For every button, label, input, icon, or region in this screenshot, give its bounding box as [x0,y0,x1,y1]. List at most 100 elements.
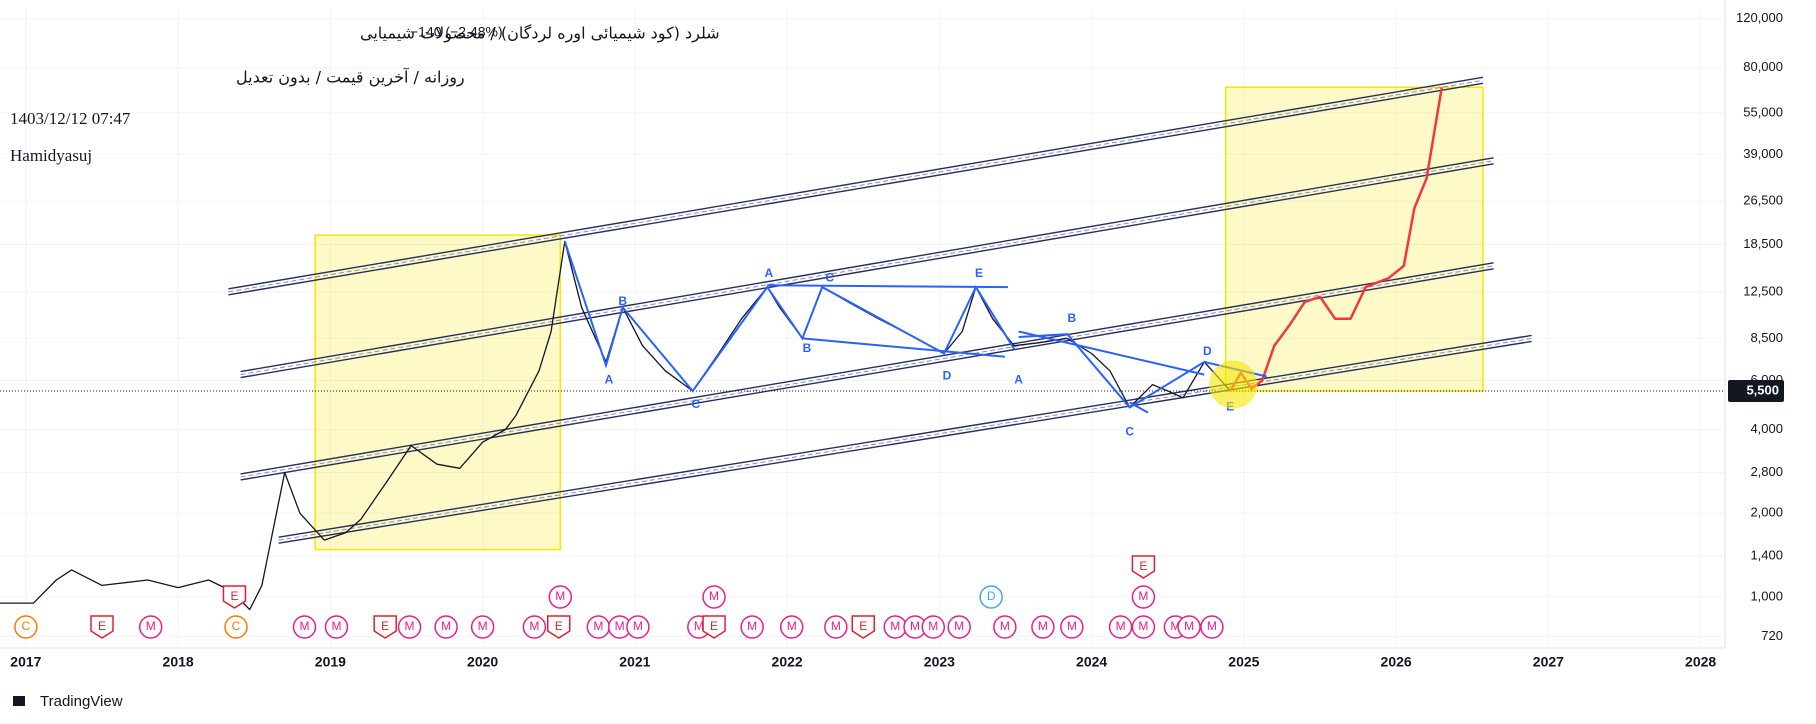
event-label: M [1000,619,1010,633]
wave-line [1129,401,1149,414]
wave-label: C [1125,425,1134,439]
wave-line [563,240,1015,393]
event-label: M [331,619,341,633]
x-tick-label: 2023 [924,654,955,670]
event-label: E [381,619,389,633]
event-label: M [890,619,900,633]
wave-line [802,337,1005,358]
event-marker [1060,615,1084,639]
event-label: M [910,619,920,633]
event-marker [824,615,848,639]
channel-line [240,262,1494,475]
channel-midline [228,79,1484,293]
wave-line [1018,330,1205,376]
author: Hamidyasuj [10,146,92,165]
last-price-tag [1728,379,1784,402]
event-marker [397,615,422,639]
y-tick-label: 4,000 [1750,421,1783,436]
event-marker [702,615,726,639]
event-label: D [987,589,996,603]
channel-midline [240,160,1494,376]
timestamp: 1403/12/12 07:47 [10,109,131,128]
event-marker [292,615,317,639]
event-marker [921,615,946,639]
change: −140 (−2.48%) [410,24,503,40]
x-tick-label: 2021 [619,654,650,670]
y-tick-label: 1,000 [1750,588,1783,603]
event-marker [947,615,971,639]
channel-line [240,268,1494,481]
x-tick-label: 2022 [772,654,803,670]
event-marker [979,585,1003,609]
y-tick-label: 39,000 [1743,146,1783,161]
event-marker [373,615,397,639]
event-marker [324,615,349,639]
event-label: E [230,589,238,603]
event-marker [14,615,38,639]
x-tick-label: 2019 [315,654,346,670]
highlight-box [314,234,562,551]
plot-area: BACACBDEABCDECEMCMMEMMMMEMMMMEMMMEMMMMMM… [0,9,1725,648]
event-label: M [954,619,964,633]
x-tick-label: 2028 [1685,654,1716,670]
event-label: M [694,619,704,633]
event-marker [1131,615,1156,639]
event-label: M [709,589,719,603]
wave-label: C [825,270,834,284]
event-marker [702,585,726,609]
wave-label: B [803,341,812,355]
x-tick-label: 2020 [467,654,498,670]
channel-midline [240,265,1494,478]
event-label: M [478,619,488,633]
event-marker [548,585,573,609]
event-label: M [555,589,565,603]
event-label: M [1116,619,1126,633]
event-marker [1131,555,1156,579]
event-label: M [1138,619,1148,633]
x-tick-label: 2024 [1076,654,1107,670]
event-label: M [787,619,797,633]
y-tick-label: 1,400 [1750,548,1783,563]
event-marker [1200,615,1224,639]
y-tick-label: 720 [1761,628,1783,643]
wave-label: E [975,266,983,280]
event-label: M [529,619,539,633]
event-marker [626,615,650,639]
event-marker [993,615,1017,639]
y-tick-label: 18,500 [1743,236,1783,251]
y-tick-label: 120,000 [1736,10,1783,25]
wave-line [767,284,1008,289]
y-tick-label: 2,800 [1750,464,1783,479]
channel-line [240,163,1494,379]
event-marker [1108,615,1133,639]
event-marker [470,615,495,639]
wave-label: D [943,369,952,383]
event-label: M [1138,589,1148,603]
event-label: M [633,619,643,633]
y-tick-label: 12,500 [1743,283,1783,298]
x-tick-label: 2017 [10,654,41,670]
channel-line [228,76,1484,290]
event-label: M [593,619,603,633]
event-label: M [1207,619,1217,633]
event-marker [779,615,804,639]
event-label: M [405,619,415,633]
wave-label: C [691,397,700,411]
logo-icon [13,696,25,706]
wave-label: B [1068,311,1077,325]
event-label: M [615,619,625,633]
x-tick-label: 2025 [1228,654,1259,670]
brand: TradingView [40,693,123,710]
event-label: E [859,619,867,633]
channel-line [240,157,1494,373]
event-label: M [1184,619,1194,633]
y-tick-label: 55,000 [1743,104,1783,119]
event-marker [522,615,547,639]
x-tick-label: 2027 [1533,654,1564,670]
brand-logo: TradingView [13,693,123,710]
last-price-label: 5,500 [1746,382,1779,397]
event-marker [1131,585,1156,609]
y-tick-label: 80,000 [1743,59,1783,74]
highlight-circle [1209,360,1258,409]
wave-label: A [605,373,614,387]
